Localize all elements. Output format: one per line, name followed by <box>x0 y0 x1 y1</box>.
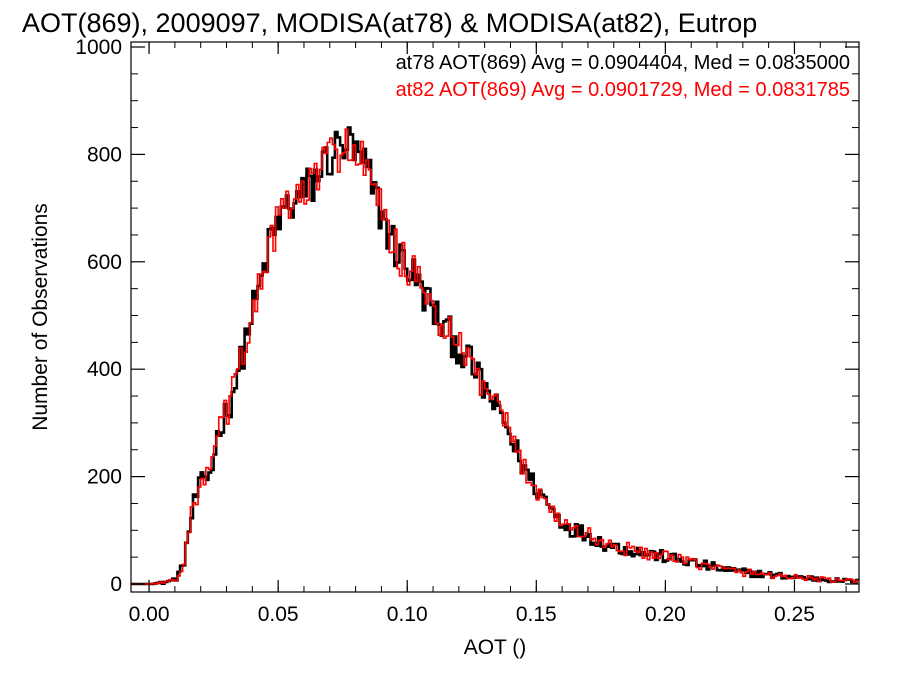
y-axis-label: Number of Observations <box>29 203 52 431</box>
chart-title: AOT(869), 2009097, MODISA(at78) & MODISA… <box>22 8 757 38</box>
y-tick-label: 200 <box>87 466 122 489</box>
y-tick-label: 600 <box>87 251 122 274</box>
y-tick-label: 400 <box>87 358 122 381</box>
series-line-at82 <box>131 128 859 585</box>
x-tick-label: 0.05 <box>258 603 299 626</box>
x-axis-label: AOT () <box>464 636 527 659</box>
annotation-at78: at78 AOT(869) Avg = 0.0904404, Med = 0.0… <box>396 52 850 74</box>
x-tick-label: 0.00 <box>129 603 170 626</box>
y-tick-label: 0 <box>110 573 122 596</box>
x-tick-label: 0.20 <box>645 603 686 626</box>
x-tick-label: 0.10 <box>387 603 428 626</box>
plot-frame <box>130 41 860 593</box>
axis-ticks: 0.00 0.05 0.10 0.15 0.20 0.25 0 200 400 600 800 100… <box>75 36 859 626</box>
y-tick-label: 1000 <box>75 36 122 59</box>
y-tick-label: 800 <box>87 143 122 166</box>
x-tick-label: 0.25 <box>774 603 815 626</box>
x-tick-label: 0.15 <box>516 603 557 626</box>
annotation-at82: at82 AOT(869) Avg = 0.0901729, Med = 0.0… <box>396 79 850 101</box>
series-group <box>131 126 859 586</box>
